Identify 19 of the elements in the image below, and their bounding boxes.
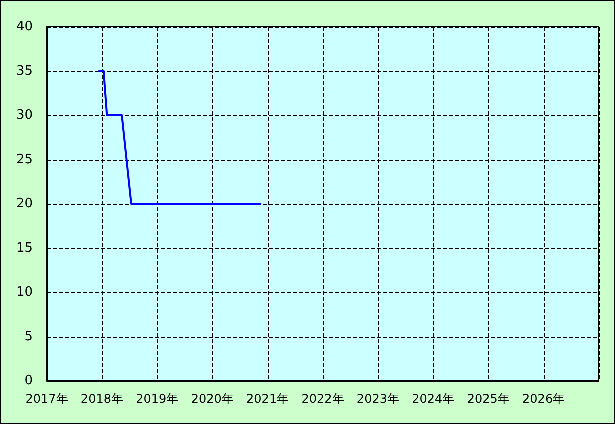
y-tick-label: 40 <box>16 20 33 34</box>
x-tick-label: 2020年 <box>191 392 234 406</box>
y-tick-label: 20 <box>16 196 33 212</box>
x-tick-label: 2024年 <box>412 392 455 406</box>
x-tick-label: 2019年 <box>136 392 179 406</box>
y-tick-label: 15 <box>16 240 33 256</box>
x-tick-label: 2023年 <box>356 392 400 406</box>
y-tick-label: 10 <box>16 285 33 300</box>
y-tick-label: 30 <box>16 108 33 123</box>
x-tick-label: 2025年 <box>467 392 510 406</box>
x-tick-label: 2018年 <box>80 392 124 406</box>
y-tick-label: 0 <box>24 374 33 388</box>
y-tick-label: 25 <box>16 152 33 168</box>
x-tick-label: 2021年 <box>246 392 290 406</box>
y-tick-label: 5 <box>24 329 33 344</box>
x-tick-label: 2026年 <box>522 392 566 406</box>
x-tick-label: 2022年 <box>302 392 344 406</box>
x-tick-label: 2017年 <box>26 392 68 406</box>
y-tick-label: 35 <box>16 64 33 79</box>
